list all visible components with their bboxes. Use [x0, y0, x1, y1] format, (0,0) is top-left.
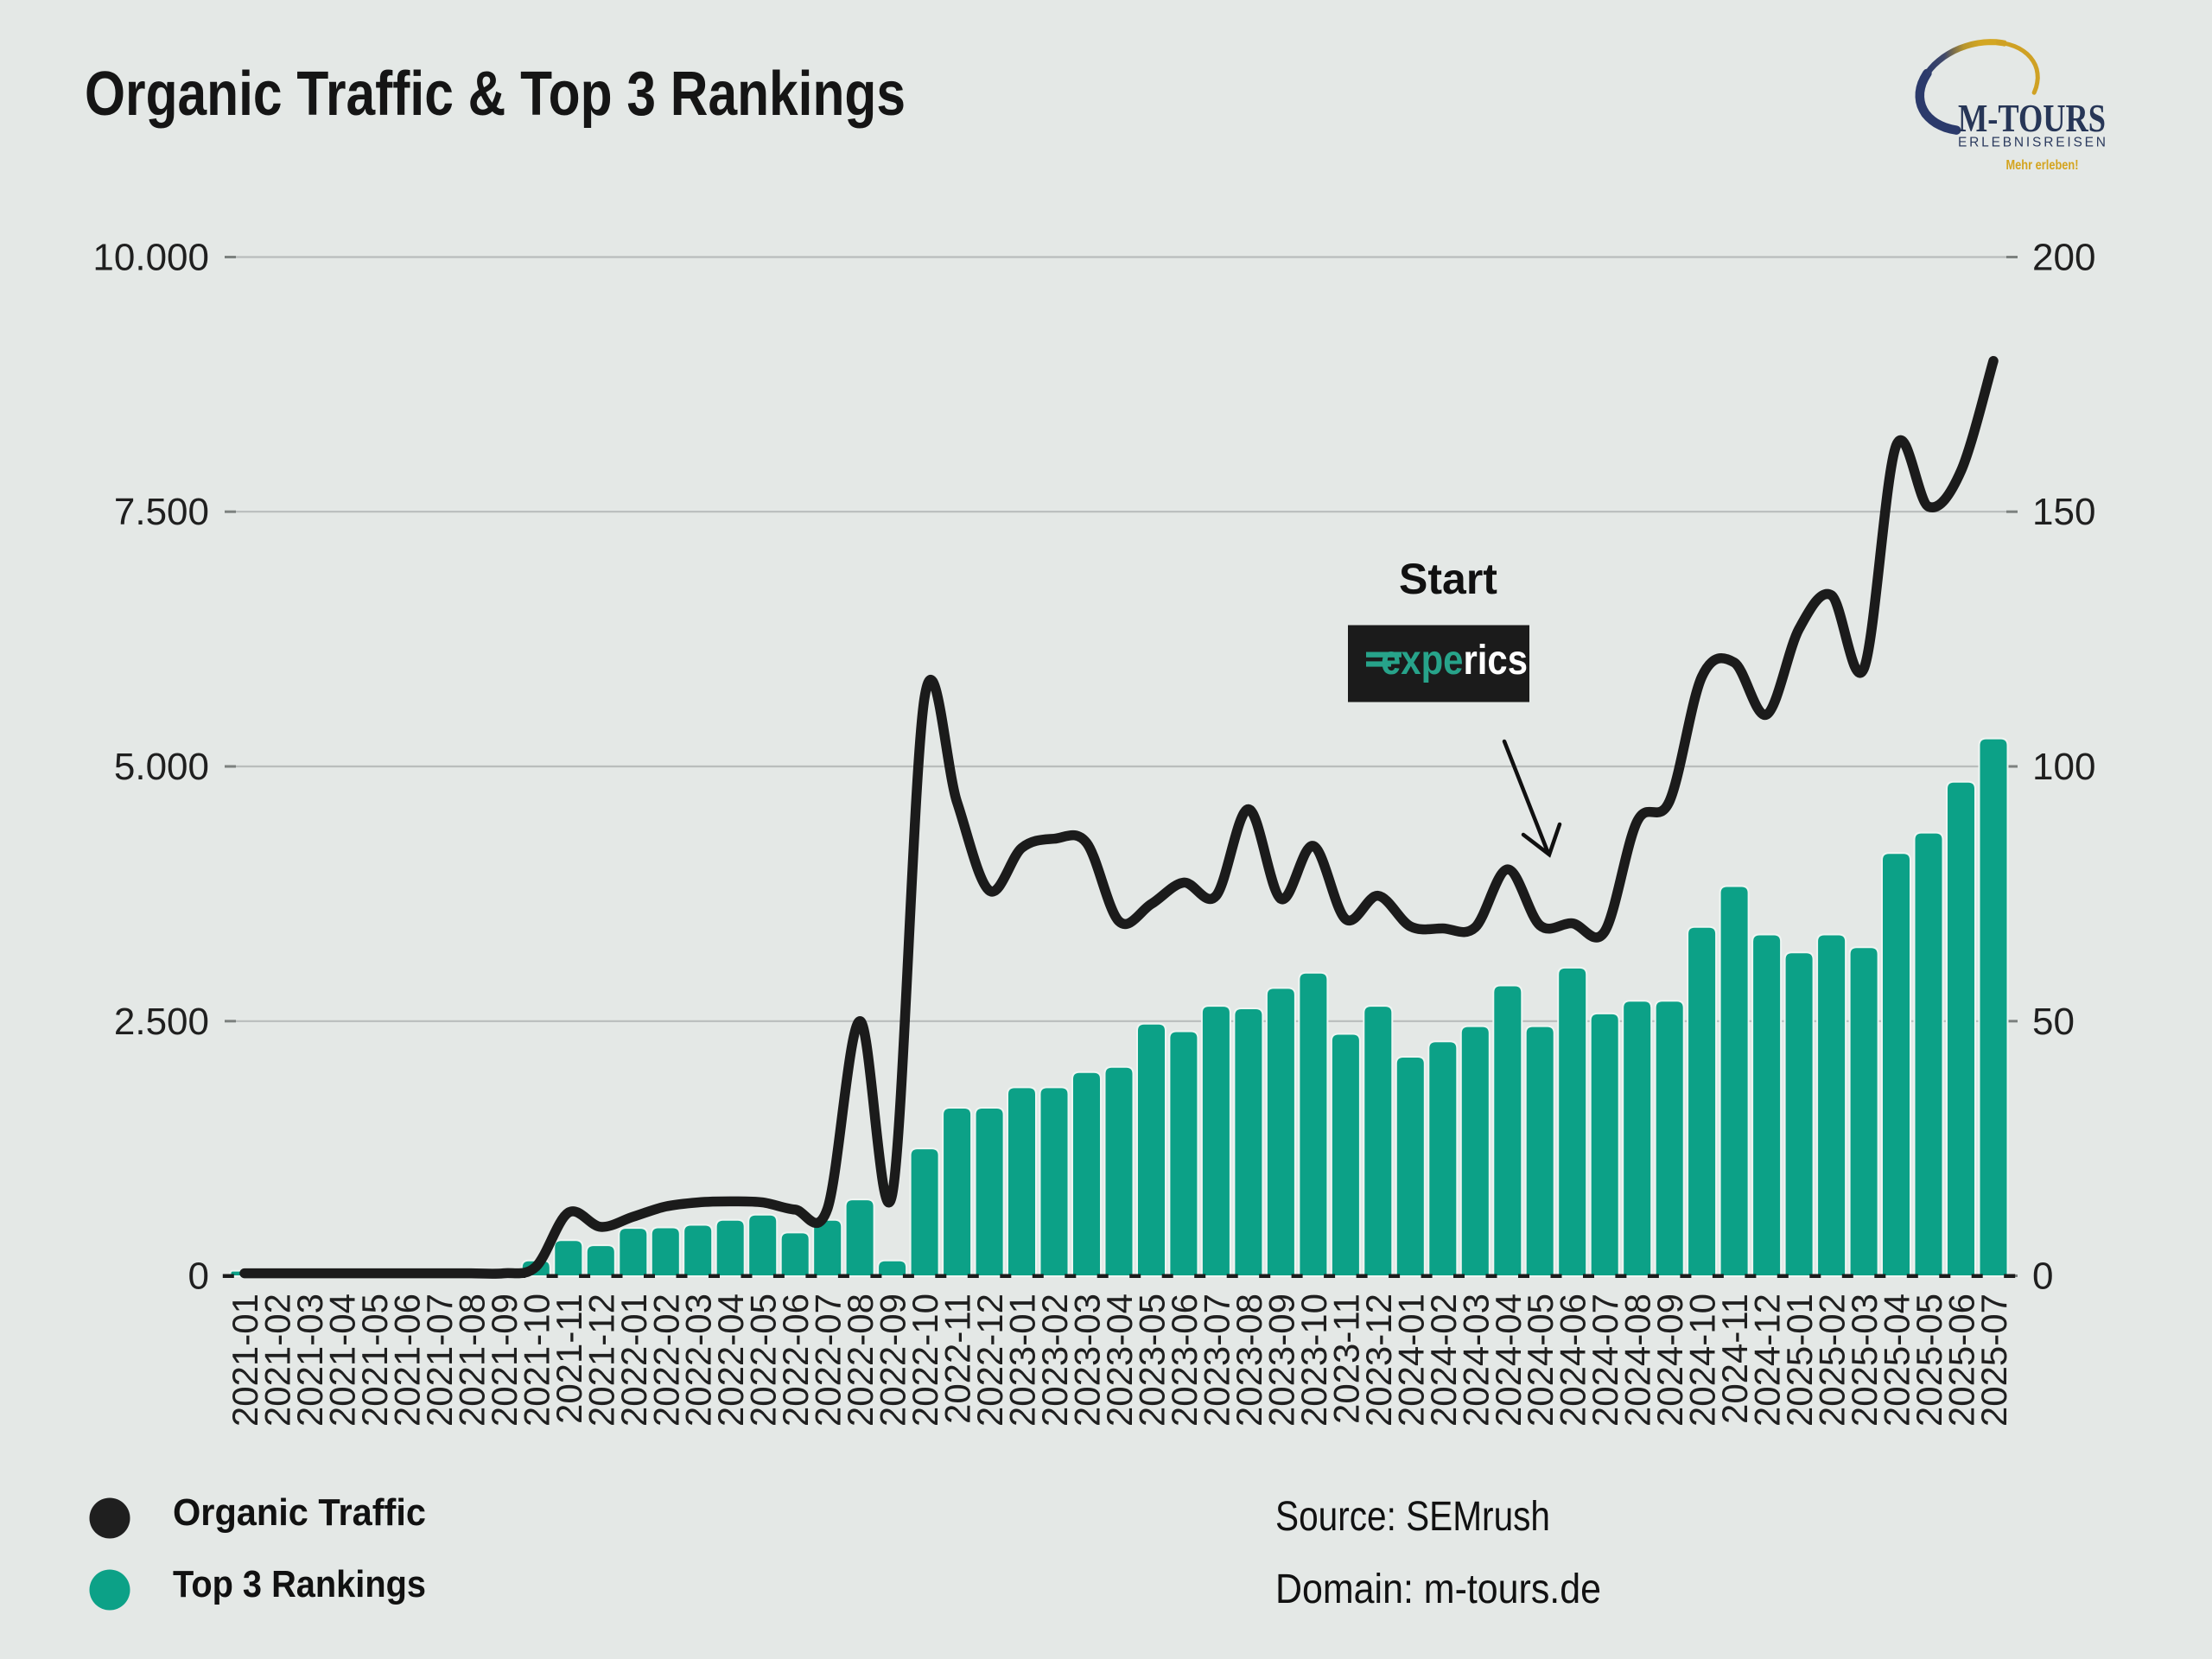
- svg-text:2024-02: 2024-02: [1423, 1294, 1464, 1427]
- svg-text:2023-02: 2023-02: [1034, 1294, 1075, 1427]
- svg-text:2021-06: 2021-06: [386, 1294, 427, 1427]
- svg-text:2021-04: 2021-04: [321, 1294, 362, 1427]
- svg-text:2025-01: 2025-01: [1779, 1294, 1820, 1427]
- svg-text:Domain: m-tours.de: Domain: m-tours.de: [1275, 1567, 1601, 1612]
- svg-text:2022-11: 2022-11: [938, 1294, 978, 1424]
- svg-text:2022-10: 2022-10: [905, 1294, 945, 1427]
- svg-text:2022-04: 2022-04: [710, 1294, 751, 1427]
- svg-text:2022-09: 2022-09: [873, 1294, 913, 1427]
- svg-text:2023-11: 2023-11: [1325, 1294, 1366, 1424]
- svg-text:2023-06: 2023-06: [1164, 1294, 1205, 1427]
- svg-text:2021-11: 2021-11: [549, 1294, 589, 1424]
- svg-text:100: 100: [2032, 746, 2095, 788]
- svg-text:2024-03: 2024-03: [1455, 1294, 1496, 1427]
- svg-text:2024-04: 2024-04: [1488, 1294, 1529, 1427]
- svg-text:2022-05: 2022-05: [743, 1294, 784, 1427]
- svg-text:2023-10: 2023-10: [1294, 1294, 1334, 1427]
- svg-text:2025-02: 2025-02: [1812, 1294, 1853, 1427]
- svg-text:2025-06: 2025-06: [1942, 1294, 1982, 1427]
- svg-text:2022-02: 2022-02: [645, 1294, 686, 1427]
- svg-text:2024-09: 2024-09: [1649, 1294, 1690, 1427]
- svg-text:Organic Traffic & Top 3 Rankin: Organic Traffic & Top 3 Rankings: [85, 60, 906, 129]
- svg-text:2024-11: 2024-11: [1714, 1294, 1755, 1424]
- svg-text:50: 50: [2032, 1001, 2075, 1043]
- svg-text:2022-06: 2022-06: [775, 1294, 816, 1427]
- svg-text:2025-07: 2025-07: [1974, 1294, 2014, 1427]
- svg-text:2024-06: 2024-06: [1553, 1294, 1593, 1427]
- svg-text:Mehr erleben!: Mehr erleben!: [2006, 158, 2079, 173]
- svg-text:2024-01: 2024-01: [1390, 1294, 1431, 1427]
- svg-text:2023-05: 2023-05: [1132, 1294, 1173, 1427]
- svg-text:M-TOURS: M-TOURS: [1958, 96, 2106, 140]
- svg-text:ERLEBNISREISEN: ERLEBNISREISEN: [1958, 136, 2106, 150]
- svg-text:0: 0: [188, 1255, 209, 1298]
- svg-text:10.000: 10.000: [92, 237, 209, 279]
- svg-text:Source: SEMrush: Source: SEMrush: [1275, 1494, 1550, 1540]
- svg-text:2021-03: 2021-03: [289, 1294, 330, 1427]
- svg-text:2022-03: 2022-03: [678, 1294, 719, 1427]
- svg-text:2023-08: 2023-08: [1229, 1294, 1269, 1427]
- svg-text:2022-12: 2022-12: [969, 1294, 1010, 1427]
- svg-text:2023-03: 2023-03: [1067, 1294, 1108, 1427]
- svg-text:2022-01: 2022-01: [613, 1294, 654, 1427]
- svg-text:2025-04: 2025-04: [1877, 1294, 1917, 1427]
- svg-text:2021-12: 2021-12: [581, 1294, 621, 1427]
- svg-text:2024-05: 2024-05: [1520, 1294, 1560, 1427]
- svg-text:7.500: 7.500: [114, 491, 209, 533]
- svg-text:2023-07: 2023-07: [1196, 1294, 1236, 1427]
- svg-text:2023-04: 2023-04: [1099, 1294, 1140, 1427]
- svg-text:2023-01: 2023-01: [1002, 1294, 1043, 1427]
- svg-text:Top 3 Rankings: Top 3 Rankings: [173, 1563, 426, 1605]
- svg-text:2021-05: 2021-05: [354, 1294, 395, 1427]
- svg-text:2021-07: 2021-07: [419, 1294, 460, 1427]
- svg-text:2022-07: 2022-07: [808, 1294, 849, 1427]
- svg-text:2023-12: 2023-12: [1358, 1294, 1399, 1427]
- svg-text:2024-08: 2024-08: [1618, 1294, 1658, 1427]
- svg-text:2024-10: 2024-10: [1682, 1294, 1723, 1427]
- svg-text:200: 200: [2032, 237, 2095, 279]
- svg-text:2021-09: 2021-09: [484, 1294, 524, 1427]
- svg-text:2024-12: 2024-12: [1747, 1294, 1788, 1427]
- svg-text:2024-07: 2024-07: [1585, 1294, 1625, 1427]
- svg-text:2025-03: 2025-03: [1844, 1294, 1885, 1427]
- svg-text:2022-08: 2022-08: [840, 1294, 880, 1427]
- svg-text:Organic Traffic: Organic Traffic: [173, 1491, 426, 1534]
- svg-text:experics: experics: [1381, 638, 1528, 683]
- svg-text:2021-08: 2021-08: [451, 1294, 492, 1427]
- svg-text:2021-01: 2021-01: [225, 1294, 265, 1427]
- svg-text:150: 150: [2032, 491, 2095, 533]
- svg-text:2021-02: 2021-02: [257, 1294, 298, 1427]
- svg-text:2025-05: 2025-05: [1909, 1294, 1949, 1427]
- svg-text:5.000: 5.000: [114, 746, 209, 788]
- svg-text:2023-09: 2023-09: [1261, 1294, 1301, 1427]
- svg-text:2.500: 2.500: [114, 1001, 209, 1043]
- svg-text:Start: Start: [1399, 555, 1497, 603]
- svg-text:2021-10: 2021-10: [516, 1294, 556, 1427]
- svg-text:0: 0: [2032, 1255, 2053, 1298]
